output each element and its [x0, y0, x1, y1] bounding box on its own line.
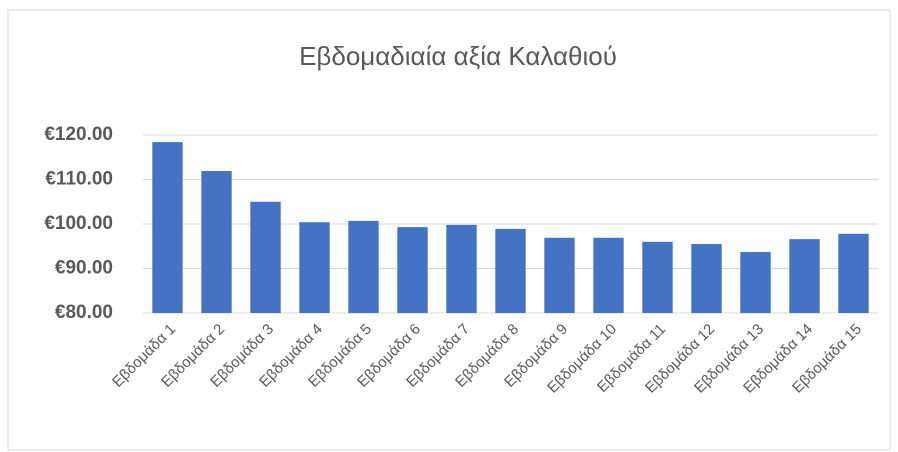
bar — [201, 171, 232, 313]
y-tick-label: €100.00 — [44, 213, 113, 234]
bar — [544, 237, 575, 313]
chart-title: Εβδομαδιαία αξία Καλαθιού — [299, 41, 617, 71]
bar — [593, 237, 624, 313]
bar — [740, 252, 771, 313]
bar — [789, 239, 820, 313]
bar — [691, 244, 722, 313]
y-tick-label: €110.00 — [45, 169, 113, 190]
bar — [299, 222, 330, 313]
bar — [397, 227, 428, 313]
y-tick-label: €90.00 — [55, 258, 113, 279]
bar — [348, 220, 379, 313]
bar — [446, 224, 477, 313]
bar — [838, 233, 869, 313]
bar — [250, 201, 281, 313]
bar — [495, 228, 526, 313]
y-tick-label: €120.00 — [44, 124, 113, 145]
bar — [642, 241, 673, 313]
bar — [152, 142, 183, 313]
y-tick-label: €80.00 — [55, 302, 113, 323]
